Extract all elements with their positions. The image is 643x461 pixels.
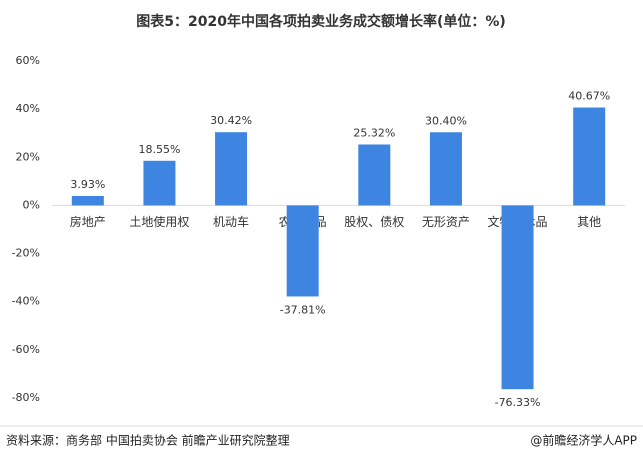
bar xyxy=(358,144,391,206)
y-tick-label: 60% xyxy=(16,54,40,67)
credit: @前瞻经济学人APP xyxy=(530,433,637,448)
value-label: -76.33% xyxy=(495,396,541,409)
value-label: 30.40% xyxy=(425,114,467,127)
chart-title: 图表5：2020年中国各项拍卖业务成交额增长率(单位：%) xyxy=(136,13,506,30)
value-label: 30.42% xyxy=(210,114,252,127)
value-label: 40.67% xyxy=(568,90,610,103)
y-tick-label: -20% xyxy=(12,247,40,260)
x-tick-label: 土地使用权 xyxy=(129,214,189,229)
x-tick-label: 股权、债权 xyxy=(344,215,404,229)
bar xyxy=(286,205,319,297)
bar xyxy=(573,107,606,206)
y-tick-label: -80% xyxy=(12,391,40,404)
y-tick-label: -40% xyxy=(12,295,40,308)
bar xyxy=(429,132,462,206)
x-tick-label: 其他 xyxy=(577,215,601,229)
y-tick-label: 40% xyxy=(16,102,40,115)
bar xyxy=(215,132,248,206)
source-note: 资料来源：商务部 中国拍卖协会 前瞻产业研究院整理 xyxy=(6,433,290,448)
x-tick-label: 无形资产 xyxy=(422,215,470,229)
bar xyxy=(501,205,534,390)
bar xyxy=(143,160,176,206)
x-tick-label: 房地产 xyxy=(70,214,106,229)
x-tick-label: 机动车 xyxy=(213,214,249,229)
value-label: -37.81% xyxy=(280,303,326,316)
y-tick-label: -60% xyxy=(12,343,40,356)
y-tick-label: 20% xyxy=(16,150,40,163)
y-tick-label: 0% xyxy=(23,198,40,211)
value-label: 3.93% xyxy=(70,178,105,191)
value-label: 18.55% xyxy=(138,143,180,156)
bar xyxy=(71,195,104,206)
value-label: 25.32% xyxy=(353,126,395,139)
